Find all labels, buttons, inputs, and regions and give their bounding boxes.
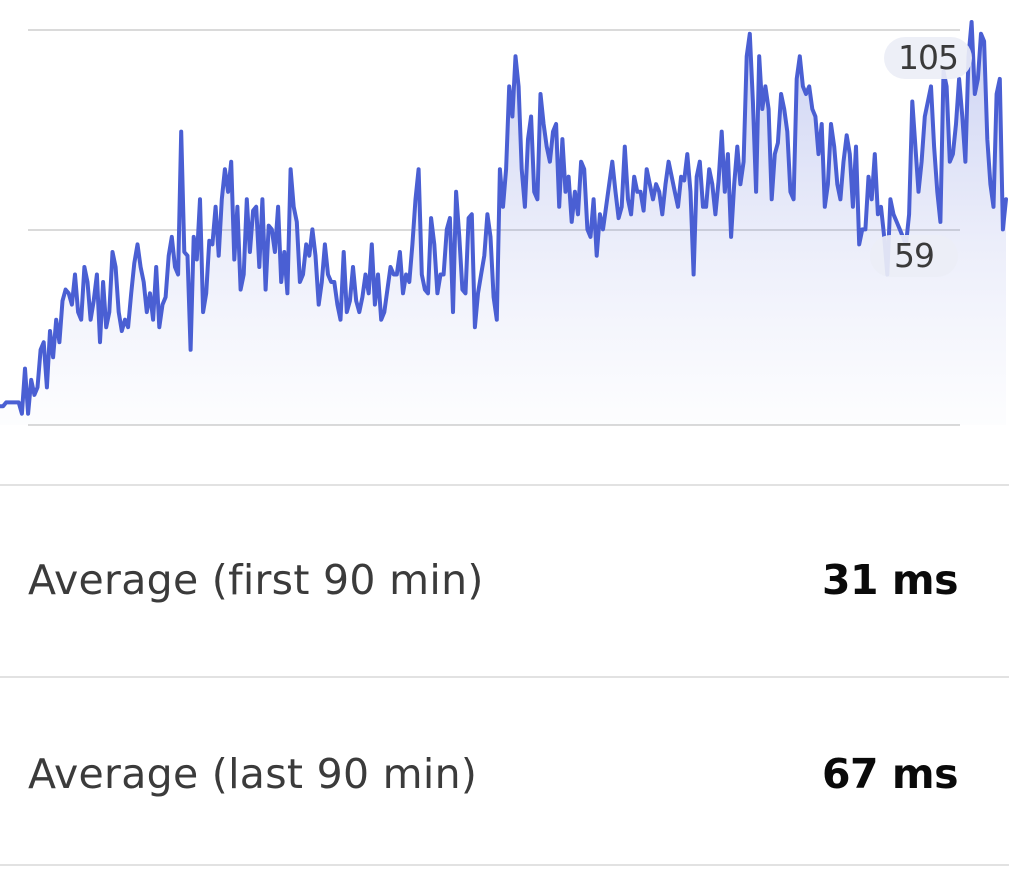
stat-value-first-90: 31 ms bbox=[822, 556, 958, 604]
y-tick-label-59: 59 bbox=[870, 235, 958, 277]
series-area bbox=[0, 22, 1006, 425]
stat-value-last-90: 67 ms bbox=[822, 750, 958, 798]
stat-row-first-90: Average (first 90 min) 31 ms bbox=[0, 486, 1009, 676]
stat-label-last-90: Average (last 90 min) bbox=[28, 750, 478, 798]
latency-chart bbox=[0, 20, 1008, 426]
divider-middle bbox=[0, 676, 1009, 678]
divider-bottom bbox=[0, 864, 1009, 866]
stat-row-last-90: Average (last 90 min) 67 ms bbox=[0, 678, 1009, 868]
y-tick-label-105: 105 bbox=[884, 37, 972, 79]
series-line bbox=[0, 20, 1008, 416]
divider-top bbox=[0, 484, 1009, 486]
stat-label-first-90: Average (first 90 min) bbox=[28, 556, 484, 604]
